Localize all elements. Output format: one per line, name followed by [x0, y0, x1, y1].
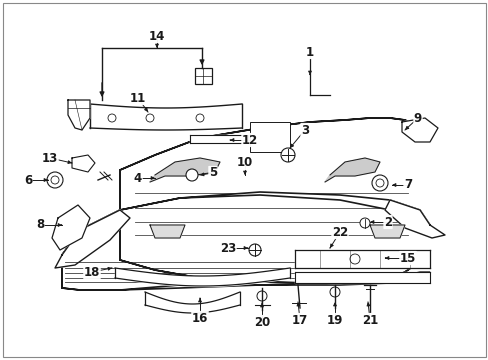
Circle shape	[248, 244, 261, 256]
Text: 19: 19	[326, 314, 343, 327]
Text: 3: 3	[300, 123, 308, 136]
Polygon shape	[150, 225, 184, 238]
Circle shape	[47, 172, 63, 188]
Polygon shape	[68, 100, 90, 130]
Text: 15: 15	[399, 252, 415, 265]
Circle shape	[185, 169, 198, 181]
Polygon shape	[55, 210, 130, 268]
Circle shape	[371, 175, 387, 191]
Text: 18: 18	[83, 266, 100, 279]
Text: 2: 2	[383, 216, 391, 229]
Polygon shape	[401, 118, 437, 142]
Text: 16: 16	[191, 311, 208, 324]
Text: 7: 7	[403, 179, 411, 192]
Circle shape	[281, 148, 294, 162]
Text: 6: 6	[24, 174, 32, 186]
Text: 11: 11	[130, 91, 146, 104]
Text: 10: 10	[236, 157, 253, 170]
Polygon shape	[195, 68, 212, 84]
Text: 20: 20	[253, 315, 269, 328]
Text: 4: 4	[134, 171, 142, 184]
Polygon shape	[325, 158, 379, 182]
Polygon shape	[369, 225, 404, 238]
Text: 13: 13	[42, 152, 58, 165]
Text: 5: 5	[208, 166, 217, 180]
Polygon shape	[384, 200, 444, 238]
Text: 21: 21	[361, 314, 377, 327]
Text: 17: 17	[291, 314, 307, 327]
Polygon shape	[52, 205, 90, 250]
Text: 1: 1	[305, 45, 313, 58]
Polygon shape	[72, 155, 95, 172]
Polygon shape	[120, 118, 414, 283]
Circle shape	[359, 218, 369, 228]
Text: 8: 8	[36, 219, 44, 231]
Text: 14: 14	[148, 30, 165, 42]
Text: 22: 22	[331, 225, 347, 238]
Polygon shape	[62, 192, 429, 290]
Polygon shape	[150, 158, 220, 182]
Text: 12: 12	[242, 134, 258, 147]
Text: 9: 9	[413, 112, 421, 125]
Bar	[249, 122, 289, 152]
Text: 23: 23	[220, 242, 236, 255]
